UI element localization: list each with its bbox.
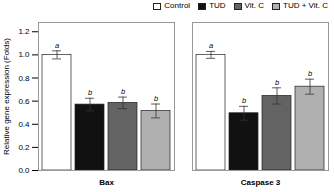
html-text:TUD + Vit. C: TUD + Vit. C xyxy=(283,1,328,10)
svg-text:b: b xyxy=(242,96,246,105)
svg-text:a: a xyxy=(209,41,213,50)
svg-text:b: b xyxy=(121,87,125,96)
svg-text:0.0: 0.0 xyxy=(18,166,30,175)
html-text:Vit. C: Vit. C xyxy=(244,1,264,10)
svg-text:1.0: 1.0 xyxy=(18,50,30,59)
svg-text:0.6: 0.6 xyxy=(18,97,30,106)
svg-text:1.2: 1.2 xyxy=(18,27,30,36)
svg-text:b: b xyxy=(88,88,92,97)
html-text:Control: Control xyxy=(164,1,191,10)
svg-text:0.4: 0.4 xyxy=(18,120,30,129)
svg-text:b: b xyxy=(275,78,279,87)
svg-text:b: b xyxy=(308,69,312,78)
html-text:TUD: TUD xyxy=(209,1,226,10)
svg-text:Caspase 3: Caspase 3 xyxy=(241,178,281,187)
svg-text:a: a xyxy=(55,41,59,50)
svg-text:Relative gene expression (Fold: Relative gene expression (Folds) xyxy=(2,38,11,155)
svg-text:0.8: 0.8 xyxy=(18,74,30,83)
svg-text:Bax: Bax xyxy=(99,178,114,187)
svg-text:b: b xyxy=(154,94,158,103)
svg-text:0.2: 0.2 xyxy=(18,143,30,152)
